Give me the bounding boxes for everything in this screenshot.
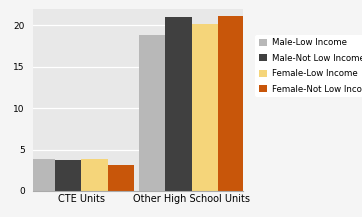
Bar (192, 25, 218, 191)
Bar (139, 35, 165, 191)
Bar (165, 17, 192, 191)
Bar (28, 159, 55, 191)
Bar (81, 159, 108, 191)
Bar (55, 160, 81, 191)
Bar (108, 165, 134, 191)
Legend: Male-Low Income, Male-Not Low Income, Female-Low Income, Female-Not Low Income: Male-Low Income, Male-Not Low Income, Fe… (255, 35, 362, 97)
Bar (218, 16, 245, 191)
